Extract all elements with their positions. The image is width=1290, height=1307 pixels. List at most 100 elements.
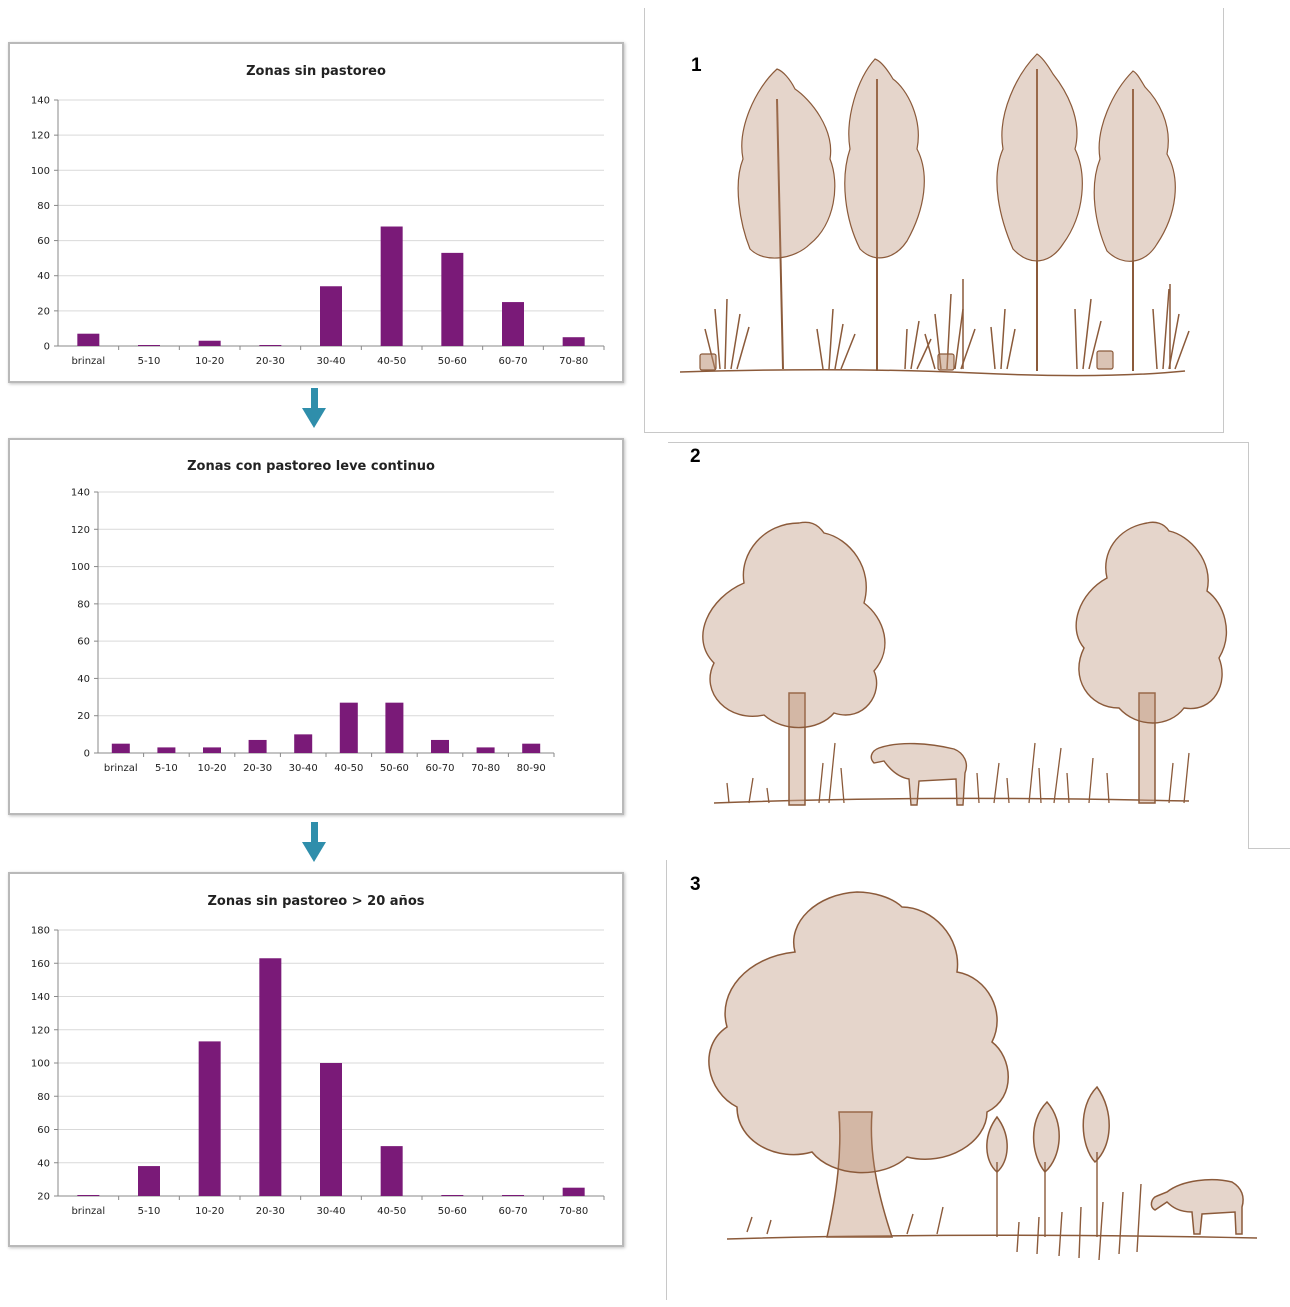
x-tick-label: 10-20 [197, 763, 226, 774]
x-tick-label: 20-30 [256, 1206, 285, 1217]
bar [380, 1146, 403, 1196]
y-tick-label: 140 [31, 992, 50, 1003]
x-tick-label: 20-30 [256, 356, 285, 367]
chart-panel-2: Zonas con pastoreo leve continuo 0 20 40 60… [8, 438, 624, 815]
illustration-panel-2: 2 [669, 443, 1247, 847]
down-arrow-icon [300, 388, 328, 437]
y-tick-label: 160 [31, 959, 50, 970]
illustration-panel-1: 1 [645, 9, 1223, 432]
bar-chart-svg: 0 20 40 60 80 100 120 140 brinzal 5-10 10-20 20-30 3… [71, 488, 555, 774]
x-tick-label: 70-80 [471, 763, 500, 774]
panel-border [644, 432, 1224, 433]
chart-title: Zonas con pastoreo leve continuo [187, 459, 435, 474]
bar [294, 734, 313, 753]
bar [431, 739, 449, 753]
panel-border [1248, 848, 1290, 849]
bar [259, 958, 282, 1196]
y-tick-label: 20 [37, 1192, 50, 1203]
x-tick-label: 70-80 [559, 356, 588, 367]
y-tick-label: 80 [77, 599, 90, 610]
x-tick-label: 5-10 [155, 763, 178, 774]
bar [77, 1195, 100, 1196]
y-tick-label: 60 [77, 637, 90, 648]
y-tick-label: 40 [37, 1158, 50, 1169]
x-tick-label: 50-60 [438, 356, 467, 367]
x-tick-label: 30-40 [289, 763, 318, 774]
x-tick-label: 60-70 [425, 763, 454, 774]
panel-border [1248, 442, 1249, 848]
x-tick-label: 60-70 [498, 1206, 527, 1217]
y-tick-label: 80 [37, 201, 50, 212]
x-tick-label: 40-50 [377, 1206, 406, 1217]
bar [77, 333, 100, 346]
x-tick-label: 50-60 [438, 1206, 467, 1217]
x-tick-label: 50-60 [380, 763, 409, 774]
y-tick-label: 120 [31, 131, 50, 142]
bar-chart-svg: 20 40 60 80 100 120 140 160 180 brinzal 5-10 10-20 2… [31, 926, 605, 1217]
x-tick-label: 10-20 [195, 1206, 224, 1217]
x-tick-label: brinzal [71, 1206, 105, 1217]
bar [522, 743, 541, 753]
y-tick-label: 20 [77, 711, 90, 722]
y-tick-label: 100 [31, 1059, 50, 1070]
y-tick-label: 60 [37, 236, 50, 247]
bar [320, 286, 342, 346]
y-tick-label: 0 [44, 342, 50, 353]
y-tick-label: 140 [31, 96, 50, 107]
bar [562, 337, 585, 346]
x-tick-label: 5-10 [138, 356, 161, 367]
bar-chart-svg: 0 20 40 60 80 100 120 140 brinzal 5-10 10-20 20-30 3… [31, 96, 605, 367]
bar [111, 743, 130, 753]
x-tick-label: 20-30 [243, 763, 272, 774]
illustration-panel-3: 3 [667, 862, 1267, 1302]
y-tick-label: 120 [71, 525, 90, 536]
panel-number: 1 [691, 55, 702, 76]
bar [380, 226, 403, 346]
x-tick-label: 30-40 [316, 1206, 345, 1217]
mature-tree-illustration [708, 891, 1258, 1261]
bar [562, 1187, 585, 1196]
y-tick-label: 0 [84, 749, 90, 760]
y-tick-label: 100 [31, 166, 50, 177]
bar [198, 1041, 221, 1196]
x-tick-label: 5-10 [138, 1206, 161, 1217]
x-tick-label: 30-40 [316, 356, 345, 367]
bar [138, 1166, 160, 1196]
x-tick-label: 80-90 [517, 763, 546, 774]
bar [198, 340, 221, 346]
grazed-trees-illustration [702, 521, 1227, 806]
panel-number: 3 [690, 874, 701, 895]
bar [385, 702, 404, 753]
panel-border [668, 442, 1248, 443]
y-tick-label: 120 [31, 1025, 50, 1036]
chart-panel-3: Zonas sin pastoreo > 20 años 20 40 60 80 100… [8, 872, 624, 1247]
y-tick-label: 80 [37, 1092, 50, 1103]
bar [476, 747, 495, 753]
panel-border [666, 860, 667, 1300]
y-tick-label: 20 [37, 306, 50, 317]
chart-panel-1: Zonas sin pastoreo 0 20 40 60 80 100 120 140 bri… [8, 42, 624, 383]
y-tick-label: 60 [37, 1125, 50, 1136]
bar [138, 345, 160, 346]
bar [203, 747, 221, 753]
bar [157, 747, 176, 753]
y-tick-label: 180 [31, 926, 50, 937]
x-tick-label: 10-20 [195, 356, 224, 367]
panel-number: 2 [690, 446, 701, 467]
bar [502, 302, 524, 346]
x-tick-label: 70-80 [559, 1206, 588, 1217]
x-tick-label: 60-70 [498, 356, 527, 367]
y-tick-label: 40 [37, 271, 50, 282]
y-tick-label: 140 [71, 488, 90, 499]
bar [259, 345, 282, 346]
chart-title: Zonas sin pastoreo > 20 años [207, 894, 425, 909]
x-tick-label: brinzal [104, 763, 138, 774]
bar [441, 1195, 464, 1196]
x-tick-label: brinzal [71, 356, 105, 367]
young-trees-illustration [679, 53, 1190, 377]
x-tick-label: 40-50 [334, 763, 363, 774]
bar [248, 739, 267, 753]
bar [320, 1063, 342, 1196]
bar [339, 702, 358, 753]
y-tick-label: 40 [77, 674, 90, 685]
